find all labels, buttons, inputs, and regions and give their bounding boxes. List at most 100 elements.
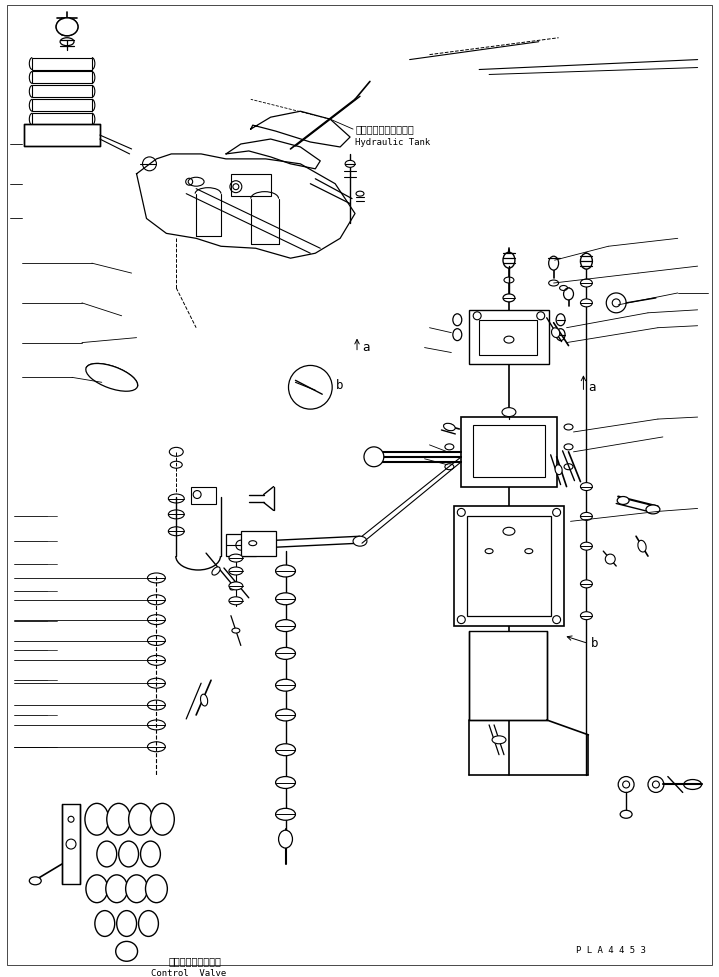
Text: Hydraulic Tank: Hydraulic Tank — [355, 138, 430, 147]
Ellipse shape — [492, 736, 506, 743]
Bar — [32, 113, 92, 125]
Ellipse shape — [353, 536, 367, 546]
Ellipse shape — [580, 279, 592, 287]
Ellipse shape — [549, 280, 559, 286]
Ellipse shape — [129, 803, 152, 835]
Ellipse shape — [555, 465, 562, 475]
Circle shape — [618, 777, 634, 792]
Bar — [470, 310, 549, 364]
Ellipse shape — [356, 191, 364, 196]
Bar — [32, 71, 92, 83]
Ellipse shape — [275, 808, 296, 821]
Bar — [473, 425, 545, 477]
Ellipse shape — [275, 679, 296, 691]
Bar — [479, 319, 537, 355]
Ellipse shape — [580, 542, 592, 550]
Ellipse shape — [201, 695, 208, 706]
Ellipse shape — [170, 447, 183, 456]
Ellipse shape — [147, 720, 165, 730]
Ellipse shape — [549, 256, 559, 270]
Ellipse shape — [444, 423, 455, 431]
Ellipse shape — [684, 780, 702, 789]
Ellipse shape — [275, 593, 296, 605]
Text: a: a — [362, 341, 370, 354]
Ellipse shape — [147, 573, 165, 583]
Ellipse shape — [503, 294, 515, 302]
Bar — [32, 100, 92, 111]
Ellipse shape — [212, 567, 220, 575]
Text: b: b — [336, 379, 344, 392]
Ellipse shape — [126, 874, 147, 903]
Ellipse shape — [232, 628, 240, 633]
Text: Control  Valve: Control Valve — [152, 968, 226, 977]
Ellipse shape — [275, 743, 296, 755]
Ellipse shape — [116, 942, 137, 961]
Bar — [226, 534, 256, 556]
Ellipse shape — [150, 803, 174, 835]
Ellipse shape — [168, 494, 184, 503]
Text: P L A 4 4 5 3: P L A 4 4 5 3 — [577, 946, 646, 955]
Ellipse shape — [278, 830, 293, 848]
Ellipse shape — [107, 803, 131, 835]
Ellipse shape — [638, 540, 646, 552]
Ellipse shape — [275, 709, 296, 721]
Ellipse shape — [168, 510, 184, 519]
Text: a: a — [588, 381, 596, 394]
Circle shape — [364, 446, 384, 467]
Bar — [191, 487, 216, 504]
Ellipse shape — [445, 464, 454, 470]
Ellipse shape — [580, 299, 592, 307]
Ellipse shape — [275, 777, 296, 788]
Ellipse shape — [620, 810, 632, 819]
Ellipse shape — [229, 554, 243, 562]
Bar — [32, 58, 92, 69]
Ellipse shape — [188, 177, 204, 187]
Ellipse shape — [147, 656, 165, 665]
Ellipse shape — [617, 496, 629, 504]
Bar — [231, 174, 270, 195]
Circle shape — [605, 554, 615, 564]
Text: コントロールバルブ: コントロールバルブ — [168, 956, 221, 966]
Ellipse shape — [230, 581, 238, 590]
Circle shape — [623, 781, 630, 788]
Ellipse shape — [504, 277, 514, 283]
Ellipse shape — [147, 615, 165, 624]
Ellipse shape — [95, 911, 115, 936]
Ellipse shape — [168, 527, 184, 535]
Ellipse shape — [229, 582, 243, 590]
Ellipse shape — [85, 803, 109, 835]
Ellipse shape — [580, 580, 592, 588]
Ellipse shape — [503, 252, 515, 268]
Ellipse shape — [564, 424, 573, 430]
Ellipse shape — [147, 678, 165, 688]
Ellipse shape — [139, 911, 158, 936]
Ellipse shape — [229, 597, 243, 605]
Ellipse shape — [147, 595, 165, 605]
Ellipse shape — [147, 701, 165, 710]
Ellipse shape — [502, 407, 516, 416]
Bar — [462, 417, 557, 487]
Ellipse shape — [345, 160, 355, 167]
Ellipse shape — [86, 363, 137, 391]
Ellipse shape — [453, 328, 462, 341]
Ellipse shape — [229, 567, 243, 574]
Ellipse shape — [551, 328, 559, 337]
Ellipse shape — [275, 619, 296, 631]
Bar — [32, 85, 92, 98]
Ellipse shape — [580, 612, 592, 619]
Ellipse shape — [556, 328, 565, 341]
Circle shape — [648, 777, 664, 792]
Ellipse shape — [453, 314, 462, 325]
Ellipse shape — [140, 841, 160, 867]
Ellipse shape — [147, 636, 165, 646]
Ellipse shape — [86, 874, 108, 903]
Text: b: b — [590, 637, 598, 650]
Bar — [62, 804, 80, 884]
Ellipse shape — [106, 874, 128, 903]
Ellipse shape — [445, 444, 454, 449]
Circle shape — [142, 157, 157, 171]
Circle shape — [606, 293, 626, 313]
Bar — [241, 531, 275, 556]
Ellipse shape — [556, 314, 565, 325]
Ellipse shape — [56, 18, 78, 36]
